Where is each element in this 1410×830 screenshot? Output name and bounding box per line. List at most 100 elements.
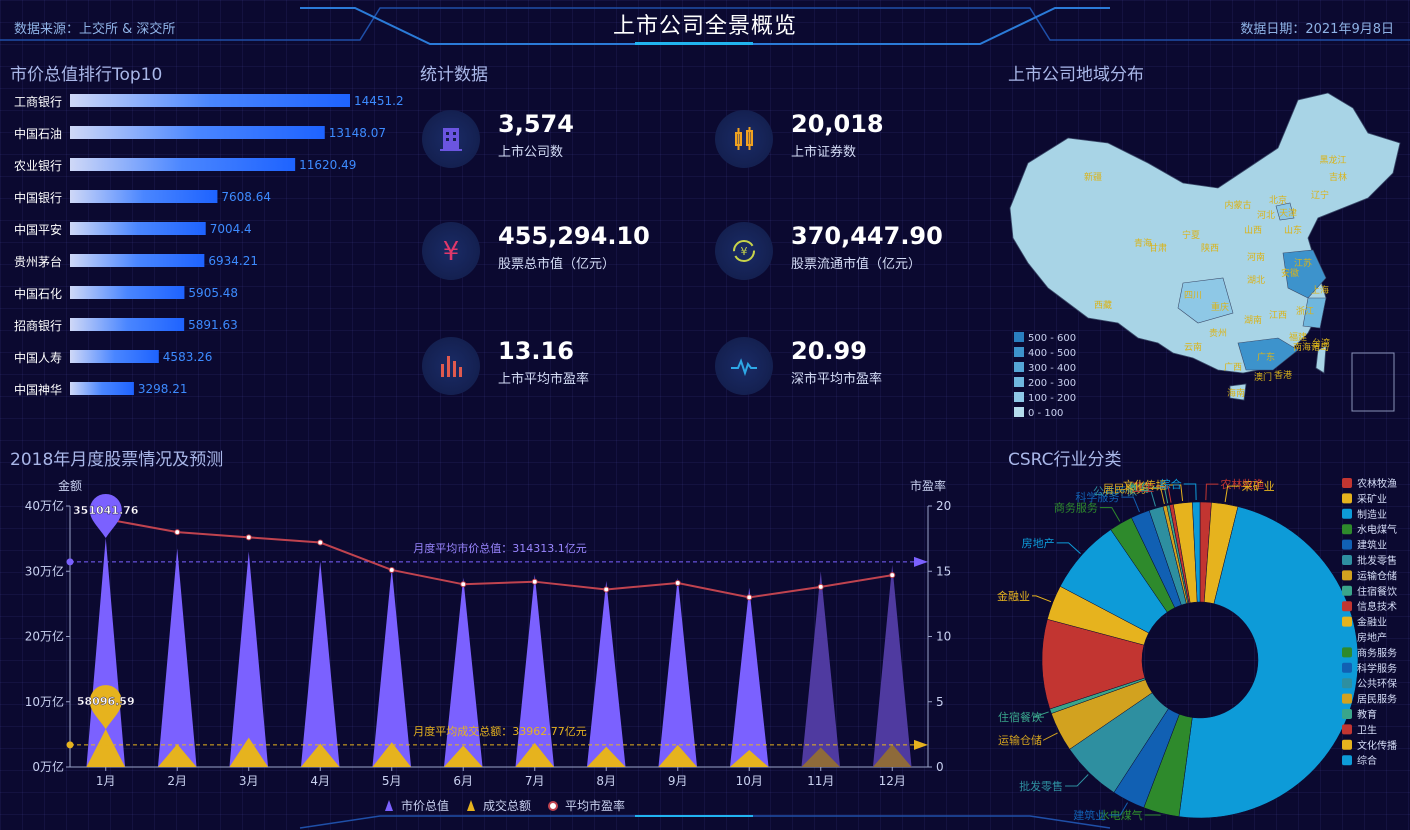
pie-outer-label: 公共环保 <box>1093 484 1137 498</box>
x-tick-label: 4月 <box>310 774 330 788</box>
pie-label-leader <box>1139 490 1156 507</box>
legend-label[interactable]: 公共环保 <box>1357 677 1397 690</box>
legend-swatch[interactable] <box>1342 616 1352 627</box>
legend-label[interactable]: 农林牧渔 <box>1357 477 1397 490</box>
pie-outer-label: 商务服务 <box>1054 501 1098 515</box>
turnover-mark <box>801 747 841 767</box>
legend-swatch[interactable] <box>1342 647 1352 658</box>
legend-swatch[interactable] <box>1342 555 1352 565</box>
legend-label[interactable]: 建筑业 <box>1357 539 1387 552</box>
legend-swatch[interactable] <box>1342 709 1352 719</box>
pie-outer-label: 科学服务 <box>1075 490 1119 504</box>
legend-swatch[interactable] <box>1342 601 1352 612</box>
legend-swatch[interactable] <box>1342 524 1352 535</box>
market-value-mark <box>586 581 626 767</box>
bar <box>70 94 350 107</box>
svg-text:¥: ¥ <box>741 245 748 258</box>
pe-point <box>388 566 395 573</box>
legend-label[interactable]: 水电煤气 <box>1357 523 1397 536</box>
page-title: 上市公司全景概览 <box>612 14 797 39</box>
legend-swatch[interactable] <box>1342 678 1352 689</box>
pie-outer-label: 教育 <box>1128 481 1150 495</box>
pe-point <box>889 572 896 579</box>
y-left-tick-label: 0万亿 <box>32 759 64 774</box>
legend-swatch[interactable] <box>1342 478 1352 488</box>
legend-label[interactable]: 居民服务 <box>1357 693 1397 706</box>
legend-label[interactable]: 采矿业 <box>1357 492 1387 505</box>
legend-label[interactable]: 房地产 <box>1357 631 1387 644</box>
bar <box>70 254 205 267</box>
bar-category-label: 中国银行 <box>14 190 62 205</box>
legend-label[interactable]: 批发零售 <box>1357 554 1397 567</box>
legend-label[interactable]: 商务服务 <box>1357 646 1397 659</box>
legend-label: 市价总值 <box>401 798 449 813</box>
province-label: 陕西 <box>1201 242 1219 254</box>
pie-label-leader <box>1065 774 1089 787</box>
bar-value-label: 5891.63 <box>188 318 238 332</box>
stat-sz-avg-pe: 20.99 深市平均市盈率 <box>715 337 975 407</box>
x-tick-label: 12月 <box>879 774 906 788</box>
turnover-mark <box>229 737 269 767</box>
province-label: 山西 <box>1244 225 1262 236</box>
pie-outer-label: 批发零售 <box>1019 779 1063 793</box>
legend-label[interactable]: 运输仓储 <box>1357 569 1397 582</box>
legend-label[interactable]: 制造业 <box>1357 508 1387 521</box>
legend-label[interactable]: 卫生 <box>1357 723 1377 736</box>
pie-outer-label: 运输仓储 <box>998 733 1042 747</box>
province-label: 西藏 <box>1094 299 1112 311</box>
x-tick-label: 1月 <box>96 774 116 788</box>
province-label: 山东 <box>1284 224 1302 236</box>
legend-label[interactable]: 信息技术 <box>1357 600 1397 613</box>
province-label: 江苏 <box>1294 257 1312 269</box>
y-left-tick-label: 30万亿 <box>25 563 64 578</box>
legend-label[interactable]: 住宿餐饮 <box>1357 585 1397 598</box>
market-value-mark <box>872 564 912 767</box>
province-label: 湖南 <box>1244 314 1262 326</box>
turnover-mark <box>658 744 698 767</box>
legend-label[interactable]: 科学服务 <box>1357 662 1397 675</box>
bar-value-label: 13148.07 <box>329 126 386 140</box>
legend-swatch[interactable] <box>1342 662 1352 673</box>
legend-label: 200 - 300 <box>1028 378 1076 389</box>
stat-label: 上市公司数 <box>498 145 564 160</box>
legend-swatch[interactable] <box>1342 585 1352 596</box>
legend-swatch[interactable] <box>1342 493 1352 504</box>
map-province-guangdong <box>1237 337 1299 371</box>
y-right-tick-label: 15 <box>936 564 951 578</box>
province-label: 河北 <box>1257 209 1275 221</box>
bar-value-label: 11620.49 <box>299 158 356 172</box>
bar-category-label: 中国神华 <box>14 382 62 397</box>
pie-slice <box>1192 501 1201 603</box>
legend-label[interactable]: 金融业 <box>1357 616 1387 629</box>
province-label: 重庆 <box>1211 301 1229 313</box>
legend-swatch[interactable] <box>1342 693 1352 704</box>
stat-label: 上市平均市盈率 <box>498 372 590 387</box>
legend-label[interactable]: 教育 <box>1357 708 1377 721</box>
map-province-taiwan <box>1315 345 1327 374</box>
turnover-mark <box>729 750 769 767</box>
legend-label[interactable]: 综合 <box>1357 754 1377 767</box>
market-value-mark <box>729 587 769 767</box>
pie-outer-label: 文化传播 <box>1123 478 1167 492</box>
y-right-tick-label: 20 <box>936 499 951 513</box>
avg-line-arrow <box>914 739 928 750</box>
legend-swatch[interactable] <box>1342 739 1352 750</box>
x-tick-label: 9月 <box>668 774 688 788</box>
legend-label: 500 - 600 <box>1028 333 1076 344</box>
province-label: 贵州 <box>1209 327 1227 339</box>
legend-swatch[interactable] <box>1342 508 1352 519</box>
stat-avg-pe: 13.16 上市平均市盈率 <box>422 337 682 407</box>
bar-value-label: 14451.2 <box>354 94 404 108</box>
legend-swatch[interactable] <box>1342 539 1352 550</box>
legend-label[interactable]: 文化传播 <box>1357 739 1397 752</box>
legend-swatch[interactable] <box>1342 755 1352 766</box>
legend-swatch[interactable] <box>1342 570 1352 581</box>
pie-label-leader <box>1205 483 1219 501</box>
data-date: 数据日期：2021年9月8日 <box>1240 22 1394 37</box>
bar-chart-icon <box>422 337 480 395</box>
pie-outer-label: 综合 <box>1160 477 1182 491</box>
legend-swatch[interactable] <box>1342 632 1352 642</box>
legend-swatch[interactable] <box>1342 724 1352 735</box>
